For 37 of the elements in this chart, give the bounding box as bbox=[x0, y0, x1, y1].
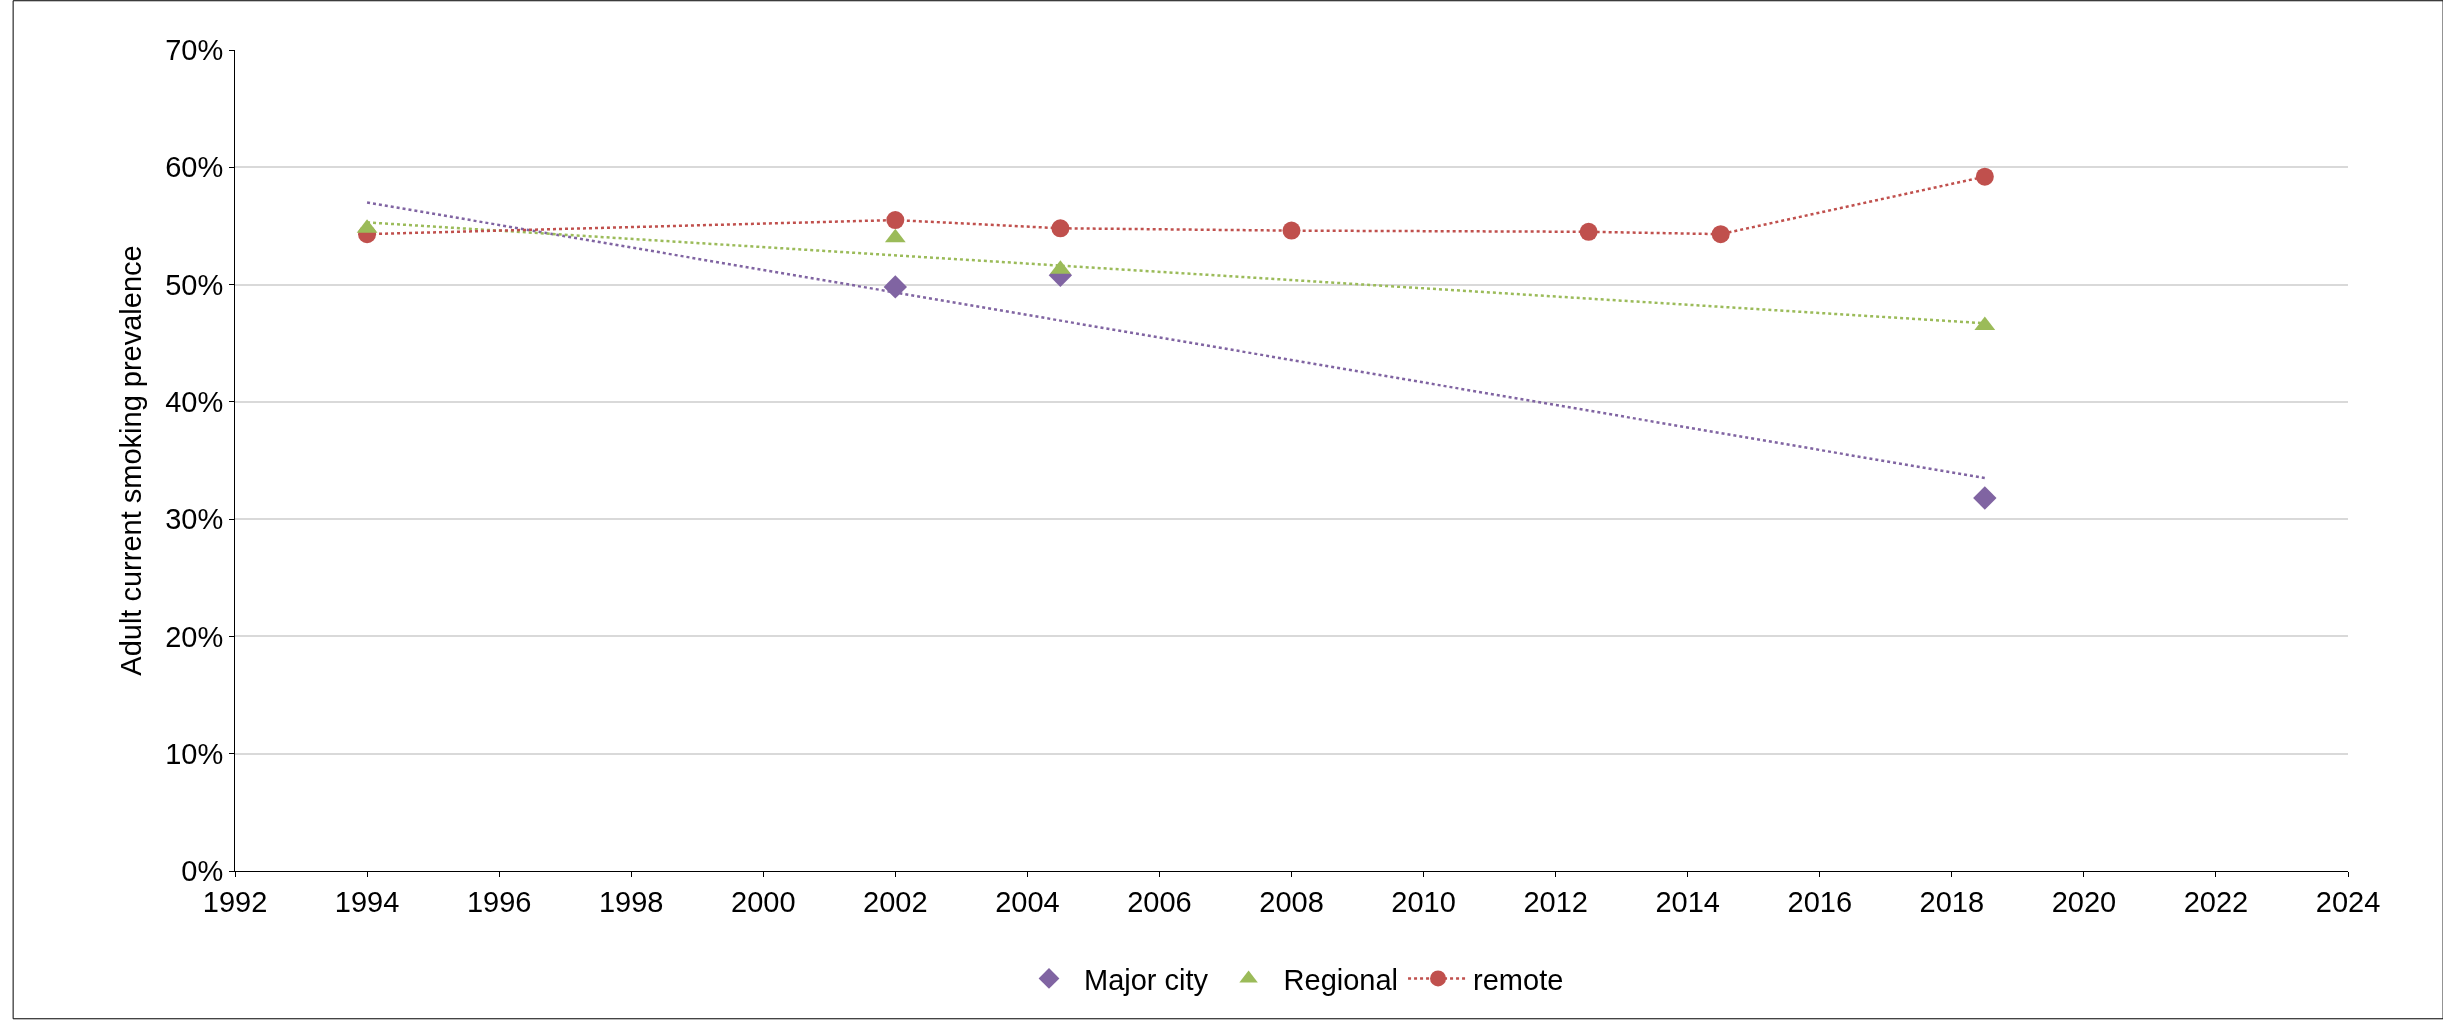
x-tick-label: 2014 bbox=[1655, 885, 1720, 918]
x-tick-label: 2000 bbox=[730, 885, 796, 918]
y-tick-label: 50% bbox=[165, 268, 224, 301]
x-tick-label: 2002 bbox=[863, 885, 928, 918]
x-tick-label: 2018 bbox=[1919, 885, 1985, 918]
x-tick-label: 1998 bbox=[598, 885, 664, 918]
x-tick-label: 2020 bbox=[2051, 885, 2117, 918]
y-tick-label: 30% bbox=[165, 503, 224, 536]
legend-label: remote bbox=[1473, 963, 1564, 996]
point bbox=[1282, 221, 1301, 240]
legend-label: Regional bbox=[1283, 963, 1399, 996]
point bbox=[1711, 225, 1730, 244]
x-tick-label: 2010 bbox=[1391, 885, 1456, 918]
legend-label: Major city bbox=[1084, 963, 1209, 996]
y-tick-label: 60% bbox=[165, 151, 224, 184]
x-tick-label: 2024 bbox=[2315, 885, 2381, 918]
x-tick-label: 2016 bbox=[1787, 885, 1853, 918]
x-tick-label: 2008 bbox=[1259, 885, 1324, 918]
x-tick-label: 2006 bbox=[1127, 885, 1192, 918]
x-tick-label: 1996 bbox=[466, 885, 532, 918]
point bbox=[1051, 219, 1070, 238]
x-tick-label: 2004 bbox=[995, 885, 1060, 918]
y-tick-label: 20% bbox=[165, 620, 224, 653]
point bbox=[886, 211, 905, 230]
x-tick-label: 1994 bbox=[334, 885, 400, 918]
y-tick-label: 10% bbox=[165, 737, 224, 770]
point bbox=[883, 275, 908, 299]
y-tick-label: 0% bbox=[181, 855, 224, 888]
y-axis-title: Adult current smoking prevalence bbox=[114, 245, 147, 676]
point bbox=[1975, 167, 1994, 186]
point bbox=[1579, 222, 1598, 241]
y-tick-label: 40% bbox=[165, 386, 224, 419]
x-tick-label: 2012 bbox=[1523, 885, 1588, 918]
x-tick-label: 2022 bbox=[2183, 885, 2249, 918]
x-tick-label: 1992 bbox=[202, 885, 268, 918]
point bbox=[1973, 486, 1997, 510]
y-tick-label: 70% bbox=[165, 34, 224, 67]
